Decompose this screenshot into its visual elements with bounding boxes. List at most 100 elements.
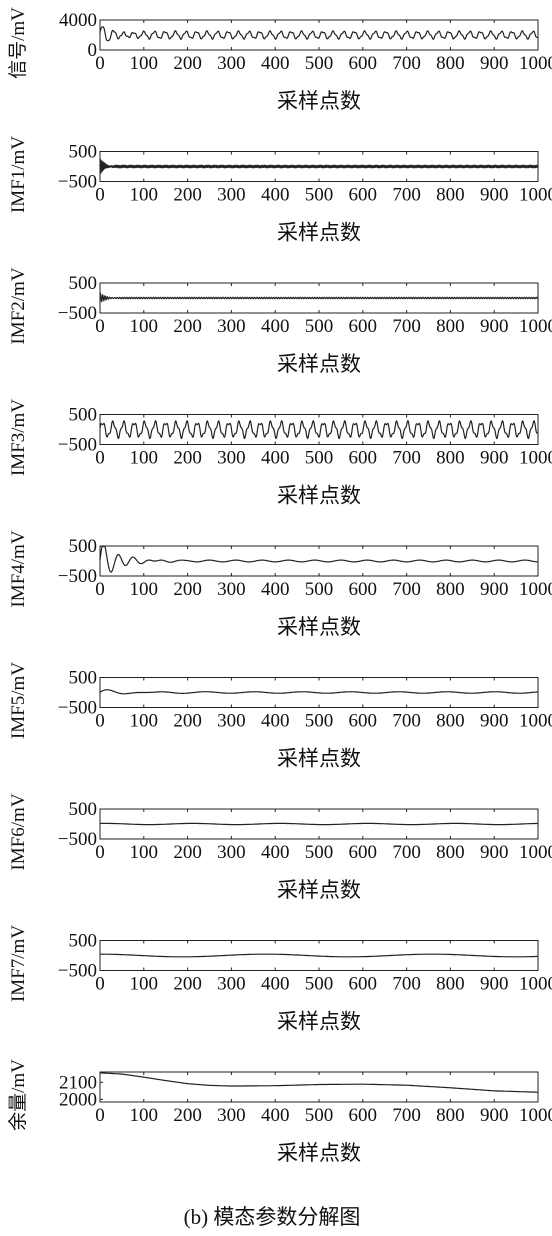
x-tick-label: 900	[480, 185, 509, 206]
x-tick-label: 1000	[519, 185, 552, 206]
x-tick-label: 300	[217, 316, 246, 337]
series-line	[99, 158, 539, 174]
x-tick-label: 700	[392, 185, 421, 206]
x-tick-label: 900	[480, 579, 509, 600]
x-tick-label: 300	[217, 1105, 246, 1126]
panel-3: 0 100 200 300 400 500 600 700 800 900 1000 500 −500 I…	[8, 267, 552, 376]
x-tick-label: 700	[392, 448, 421, 469]
x-tick-label: 700	[392, 711, 421, 732]
x-tick-label: 900	[480, 316, 509, 337]
x-tick-label: 0	[95, 842, 105, 863]
y-tick-label: −500	[58, 435, 97, 456]
x-tick-label: 900	[480, 53, 509, 74]
y-axis-label: IMF6/mV	[8, 793, 29, 870]
x-tick-label: 100	[130, 974, 159, 995]
x-tick-label: 800	[436, 316, 465, 337]
x-tick-label: 0	[95, 711, 105, 732]
y-tick-label: −500	[58, 961, 97, 982]
y-axis-label: IMF1/mV	[8, 136, 29, 213]
x-tick-label: 1000	[519, 974, 552, 995]
y-tick-label: −500	[58, 303, 97, 324]
x-axis-label: 采样点数	[277, 1141, 361, 1165]
x-tick-label: 700	[392, 579, 421, 600]
x-tick-label: 600	[349, 53, 378, 74]
x-tick-label: 800	[436, 1105, 465, 1126]
x-tick-label: 300	[217, 711, 246, 732]
y-axis-label: IMF7/mV	[8, 925, 29, 1002]
x-tick-label: 1000	[519, 448, 552, 469]
y-tick-label: 500	[69, 799, 98, 820]
y-axis-label: IMF3/mV	[8, 399, 29, 476]
x-axis-label: 采样点数	[277, 1010, 361, 1034]
y-axis-label: IMF5/mV	[8, 662, 29, 739]
x-tick-label: 200	[173, 316, 202, 337]
y-tick-label: 500	[69, 273, 98, 294]
x-tick-label: 900	[480, 448, 509, 469]
x-tick-label: 400	[261, 53, 290, 74]
x-tick-label: 200	[173, 448, 202, 469]
panel-2: 0 100 200 300 400 500 600 700 800 900 1000 500 −500 I…	[8, 136, 552, 245]
x-tick-label: 200	[173, 53, 202, 74]
x-tick-label: 400	[261, 1105, 290, 1126]
x-tick-label: 1000	[519, 842, 552, 863]
series-line	[99, 1072, 539, 1093]
x-tick-label: 100	[130, 448, 159, 469]
x-tick-label: 0	[95, 448, 105, 469]
series-line	[99, 822, 539, 826]
x-tick-label: 800	[436, 842, 465, 863]
x-tick-label: 400	[261, 842, 290, 863]
y-axis-label: IMF4/mV	[8, 530, 29, 607]
x-tick-label: 800	[436, 974, 465, 995]
x-axis-label: 采样点数	[277, 89, 361, 113]
y-tick-label: 500	[69, 536, 98, 557]
y-tick-label: 0	[88, 40, 98, 61]
series-line	[99, 689, 539, 695]
x-tick-label: 0	[95, 1105, 105, 1126]
panel-1: 0 100 200 300 400 500 600 700 800 900 1000 4000 0 信号/…	[7, 7, 552, 113]
x-tick-label: 100	[130, 53, 159, 74]
x-tick-label: 500	[305, 974, 334, 995]
x-tick-label: 700	[392, 974, 421, 995]
y-tick-label: −500	[58, 172, 97, 193]
x-tick-label: 100	[130, 711, 159, 732]
x-tick-label: 100	[130, 185, 159, 206]
x-tick-label: 0	[95, 316, 105, 337]
series-line	[99, 292, 539, 303]
panel-4: 0 100 200 300 400 500 600 700 800 900 1000 500 −500 I…	[8, 399, 552, 508]
x-tick-label: 100	[130, 316, 159, 337]
x-tick-label: 300	[217, 185, 246, 206]
x-tick-label: 300	[217, 448, 246, 469]
y-tick-label: 2100	[59, 1072, 97, 1093]
x-tick-label: 200	[173, 711, 202, 732]
x-tick-label: 700	[392, 842, 421, 863]
panel-8: 0 100 200 300 400 500 600 700 800 900 1000 500 −500 I…	[8, 925, 552, 1034]
x-tick-label: 400	[261, 711, 290, 732]
x-tick-label: 100	[130, 579, 159, 600]
x-tick-label: 500	[305, 185, 334, 206]
y-axis-label: 信号/mV	[7, 7, 29, 79]
x-tick-label: 600	[349, 579, 378, 600]
x-tick-label: 400	[261, 974, 290, 995]
x-tick-label: 900	[480, 842, 509, 863]
x-tick-label: 300	[217, 842, 246, 863]
plot-frame	[99, 1071, 539, 1103]
y-tick-label: 500	[69, 142, 98, 163]
x-tick-label: 300	[217, 53, 246, 74]
x-tick-label: 700	[392, 1105, 421, 1126]
y-tick-label: 4000	[59, 10, 97, 31]
series-line	[99, 953, 539, 958]
x-tick-label: 600	[349, 316, 378, 337]
x-tick-label: 300	[217, 579, 246, 600]
x-tick-label: 1000	[519, 711, 552, 732]
x-tick-label: 400	[261, 185, 290, 206]
y-tick-label: −500	[58, 698, 97, 719]
y-tick-label: 500	[69, 405, 98, 426]
x-tick-label: 600	[349, 1105, 378, 1126]
y-tick-label: 500	[69, 931, 98, 952]
x-tick-label: 400	[261, 448, 290, 469]
panel-9: 0 100 200 300 400 500 600 700 800 900 1000 21002000…	[7, 1059, 552, 1165]
x-tick-label: 900	[480, 711, 509, 732]
x-tick-label: 600	[349, 711, 378, 732]
x-tick-label: 900	[480, 974, 509, 995]
x-tick-label: 1000	[519, 579, 552, 600]
